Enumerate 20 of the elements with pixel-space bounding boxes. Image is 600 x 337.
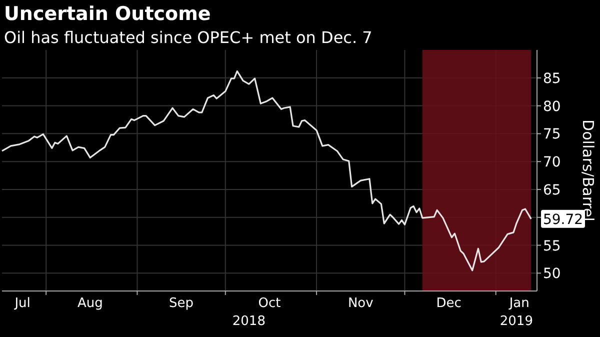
x-tick-label: Aug: [77, 296, 103, 311]
x-tick-label: Jul: [14, 296, 30, 311]
y-tick-label: 85: [543, 70, 561, 87]
y-tick-label: 50: [543, 266, 561, 282]
y-tick-label: 70: [543, 154, 561, 171]
line-series: [1, 70, 532, 272]
y-tick-label: 65: [543, 182, 561, 198]
y-tick-label: 75: [543, 126, 561, 143]
x-tick-label: Nov: [348, 296, 374, 311]
y-tick-label: 80: [543, 98, 561, 115]
x-tick-label: Dec: [436, 296, 462, 311]
x-tick-label: Jan: [508, 296, 530, 311]
text: 2018: [232, 314, 266, 329]
chart-subtitle: Oil has fluctuated since OPEC+ met on Dec. 7: [4, 28, 372, 47]
y-tick-label: 55: [543, 238, 561, 254]
x-tick-label: Oct: [258, 296, 281, 311]
chart-title: Uncertain Outcome: [4, 3, 211, 25]
text: 2019: [500, 314, 533, 329]
x-tick-label: Sep: [169, 296, 194, 311]
data-label: 59.72: [542, 212, 584, 228]
